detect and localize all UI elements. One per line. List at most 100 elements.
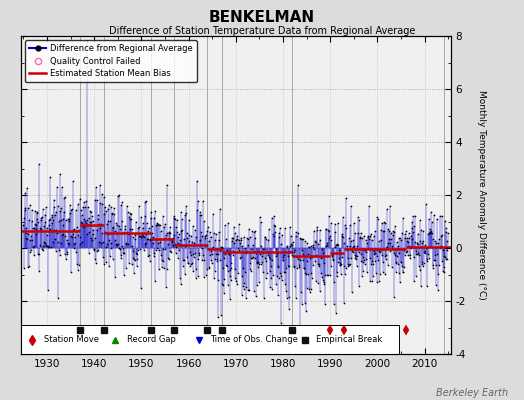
Point xyxy=(70,241,79,247)
Point xyxy=(24,230,32,237)
Point xyxy=(334,242,343,248)
Point xyxy=(238,291,246,298)
Point xyxy=(114,193,122,199)
Point xyxy=(265,226,273,232)
Point xyxy=(186,249,194,256)
Point xyxy=(438,232,446,238)
Legend: Difference from Regional Average, Quality Control Failed, Estimated Station Mean: Difference from Regional Average, Qualit… xyxy=(25,40,197,82)
Point xyxy=(438,212,446,219)
Point xyxy=(44,286,52,293)
Point xyxy=(173,240,182,246)
Point xyxy=(93,248,102,254)
Point xyxy=(353,242,361,249)
Point xyxy=(199,198,207,204)
Point xyxy=(397,259,405,265)
Point xyxy=(308,275,316,281)
Point xyxy=(66,210,74,216)
Point xyxy=(412,239,421,246)
Point xyxy=(156,222,164,228)
Point xyxy=(230,240,238,246)
Point xyxy=(370,232,378,239)
Point xyxy=(98,200,106,207)
Point xyxy=(418,261,427,268)
Point xyxy=(104,231,112,237)
Point xyxy=(216,312,225,318)
Point xyxy=(306,255,314,261)
Point xyxy=(389,227,397,234)
Point xyxy=(45,243,53,250)
Point xyxy=(68,227,77,233)
Point xyxy=(346,255,355,262)
Point xyxy=(263,249,271,255)
Point xyxy=(90,246,98,252)
Point xyxy=(183,230,192,236)
Point xyxy=(92,260,100,266)
Point xyxy=(167,236,175,242)
Point xyxy=(393,239,401,246)
Point xyxy=(249,248,258,254)
Point xyxy=(259,246,268,252)
Point xyxy=(226,296,234,302)
Point xyxy=(275,230,283,236)
Point xyxy=(292,233,301,240)
Point xyxy=(133,256,141,262)
Point xyxy=(213,256,222,262)
Point xyxy=(51,236,59,242)
Point xyxy=(293,256,302,262)
Point xyxy=(185,263,194,270)
Point xyxy=(125,215,134,222)
Point xyxy=(392,268,400,275)
Point xyxy=(441,256,450,262)
Point xyxy=(150,208,159,214)
Point xyxy=(144,228,152,234)
Point xyxy=(151,246,160,253)
Point xyxy=(113,230,121,236)
Point xyxy=(233,281,241,288)
Point xyxy=(305,244,313,250)
Point xyxy=(154,221,162,227)
Point xyxy=(347,203,355,210)
Point xyxy=(395,235,403,242)
Point xyxy=(189,268,198,274)
Point xyxy=(199,251,208,258)
Point xyxy=(19,222,28,228)
Point xyxy=(236,254,244,261)
Point xyxy=(395,270,403,276)
Point xyxy=(71,240,80,246)
Point xyxy=(365,203,374,209)
Point xyxy=(298,301,307,308)
Point xyxy=(329,256,337,262)
Point xyxy=(423,251,432,257)
Point xyxy=(118,243,126,249)
Point xyxy=(286,243,294,250)
Point xyxy=(299,256,307,263)
Point xyxy=(129,255,138,261)
Point xyxy=(100,261,108,267)
Point xyxy=(361,257,369,263)
Point xyxy=(420,249,429,256)
Point xyxy=(411,251,420,257)
Point xyxy=(172,216,181,223)
Point xyxy=(94,212,103,218)
Point xyxy=(96,182,104,188)
Point xyxy=(210,230,219,236)
Point xyxy=(64,216,72,222)
Point xyxy=(187,233,195,240)
Point xyxy=(115,244,123,251)
Point xyxy=(364,234,373,240)
Point xyxy=(71,248,80,255)
Point xyxy=(402,228,410,234)
Point xyxy=(224,268,233,274)
Point xyxy=(333,241,341,247)
Point xyxy=(117,254,125,261)
Point xyxy=(107,240,115,246)
Point xyxy=(336,260,344,267)
Point xyxy=(400,264,408,270)
Point xyxy=(283,295,291,302)
Point xyxy=(94,216,102,222)
Point xyxy=(144,236,152,242)
Point xyxy=(40,239,48,246)
Point xyxy=(56,208,64,214)
Point xyxy=(261,255,269,261)
Point xyxy=(27,247,36,254)
